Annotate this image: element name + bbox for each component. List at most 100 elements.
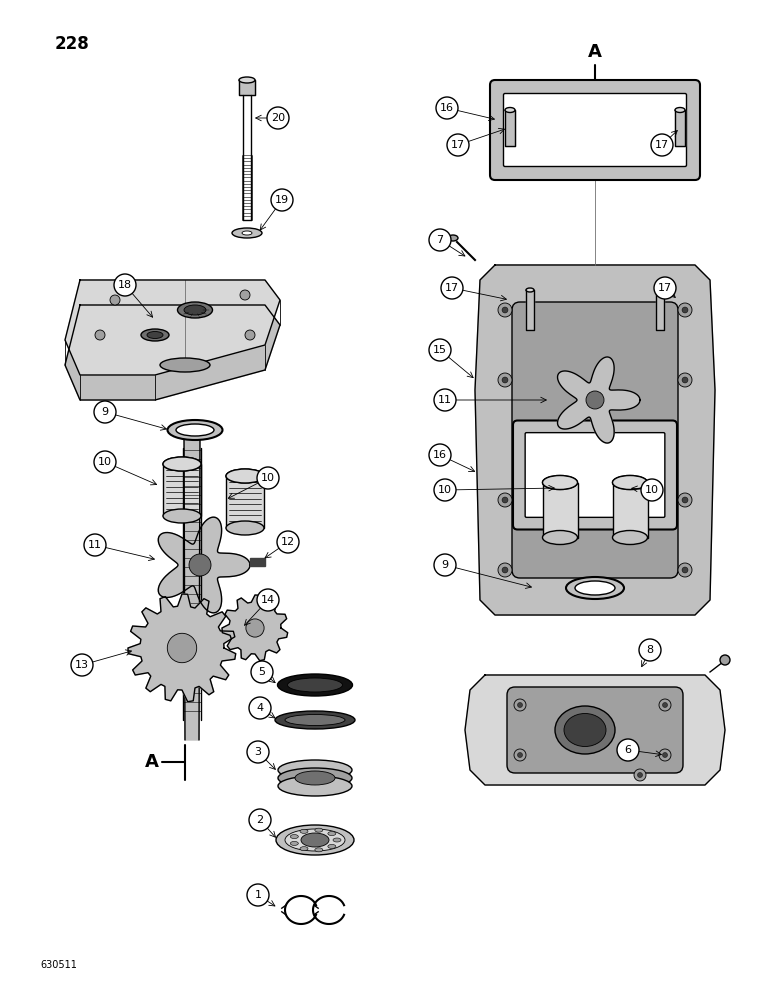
Ellipse shape — [147, 332, 163, 338]
Ellipse shape — [278, 776, 352, 796]
Ellipse shape — [285, 714, 345, 726]
Circle shape — [517, 702, 523, 708]
Ellipse shape — [300, 829, 308, 833]
Polygon shape — [65, 305, 280, 400]
Circle shape — [498, 373, 512, 387]
Ellipse shape — [285, 829, 345, 851]
Ellipse shape — [295, 771, 335, 785]
Circle shape — [678, 303, 692, 317]
Ellipse shape — [226, 521, 264, 535]
Circle shape — [441, 277, 463, 299]
Circle shape — [189, 554, 211, 576]
Polygon shape — [222, 595, 288, 661]
Text: 17: 17 — [445, 283, 459, 293]
Ellipse shape — [543, 476, 577, 489]
Circle shape — [110, 295, 120, 305]
Text: 10: 10 — [98, 457, 112, 467]
Ellipse shape — [160, 358, 210, 372]
Text: 14: 14 — [261, 595, 275, 605]
Ellipse shape — [290, 841, 298, 845]
Text: 630511: 630511 — [40, 960, 77, 970]
Ellipse shape — [315, 828, 323, 832]
Text: 3: 3 — [254, 747, 261, 757]
Text: A: A — [145, 753, 159, 771]
Ellipse shape — [278, 674, 353, 696]
Polygon shape — [158, 517, 250, 613]
Ellipse shape — [239, 77, 255, 83]
Circle shape — [257, 467, 279, 489]
Polygon shape — [558, 357, 640, 443]
Circle shape — [271, 189, 293, 211]
Ellipse shape — [328, 844, 336, 848]
Text: 9: 9 — [441, 560, 448, 570]
Text: 17: 17 — [658, 283, 672, 293]
Circle shape — [247, 741, 269, 763]
Text: 9: 9 — [101, 407, 108, 417]
Circle shape — [249, 697, 271, 719]
Text: 13: 13 — [75, 660, 89, 670]
Polygon shape — [65, 280, 280, 375]
Text: 17: 17 — [655, 140, 669, 150]
Ellipse shape — [315, 848, 323, 852]
Circle shape — [682, 567, 688, 573]
Polygon shape — [239, 80, 255, 95]
Ellipse shape — [526, 288, 534, 292]
Polygon shape — [675, 110, 685, 146]
Ellipse shape — [226, 469, 264, 483]
Ellipse shape — [163, 457, 201, 471]
Text: 11: 11 — [88, 540, 102, 550]
FancyBboxPatch shape — [512, 302, 678, 578]
Circle shape — [517, 752, 523, 758]
Ellipse shape — [543, 530, 577, 544]
Circle shape — [586, 391, 604, 409]
Ellipse shape — [675, 107, 685, 112]
Circle shape — [498, 493, 512, 507]
Ellipse shape — [226, 469, 264, 483]
Ellipse shape — [612, 476, 647, 489]
Circle shape — [682, 497, 688, 503]
Text: A: A — [588, 43, 602, 61]
Ellipse shape — [543, 476, 577, 489]
Ellipse shape — [278, 760, 352, 780]
Polygon shape — [128, 594, 236, 702]
Ellipse shape — [275, 711, 355, 729]
Text: 10: 10 — [645, 485, 659, 495]
Text: 17: 17 — [451, 140, 465, 150]
Circle shape — [639, 639, 661, 661]
Circle shape — [247, 884, 269, 906]
Circle shape — [637, 772, 643, 778]
Polygon shape — [505, 110, 515, 146]
Ellipse shape — [278, 768, 352, 788]
Circle shape — [498, 563, 512, 577]
Ellipse shape — [328, 832, 336, 836]
Circle shape — [71, 654, 93, 676]
Circle shape — [514, 699, 526, 711]
Circle shape — [240, 290, 250, 300]
Text: 11: 11 — [438, 395, 452, 405]
Circle shape — [659, 749, 671, 761]
Circle shape — [429, 444, 451, 466]
Text: 18: 18 — [118, 280, 132, 290]
Circle shape — [498, 303, 512, 317]
Text: 2: 2 — [257, 815, 264, 825]
Text: 10: 10 — [261, 473, 275, 483]
Circle shape — [447, 134, 469, 156]
Circle shape — [257, 589, 279, 611]
Circle shape — [167, 633, 197, 663]
Ellipse shape — [141, 329, 169, 341]
FancyBboxPatch shape — [513, 420, 677, 530]
FancyBboxPatch shape — [525, 433, 665, 517]
Circle shape — [95, 330, 105, 340]
Circle shape — [434, 479, 456, 501]
FancyBboxPatch shape — [507, 687, 683, 773]
Ellipse shape — [300, 847, 308, 851]
Circle shape — [502, 567, 508, 573]
Circle shape — [94, 451, 116, 473]
Ellipse shape — [163, 457, 201, 471]
Ellipse shape — [566, 577, 624, 599]
Text: 20: 20 — [271, 113, 285, 123]
Circle shape — [502, 307, 508, 313]
Circle shape — [720, 655, 730, 665]
Text: 1: 1 — [254, 890, 261, 900]
Circle shape — [249, 809, 271, 831]
